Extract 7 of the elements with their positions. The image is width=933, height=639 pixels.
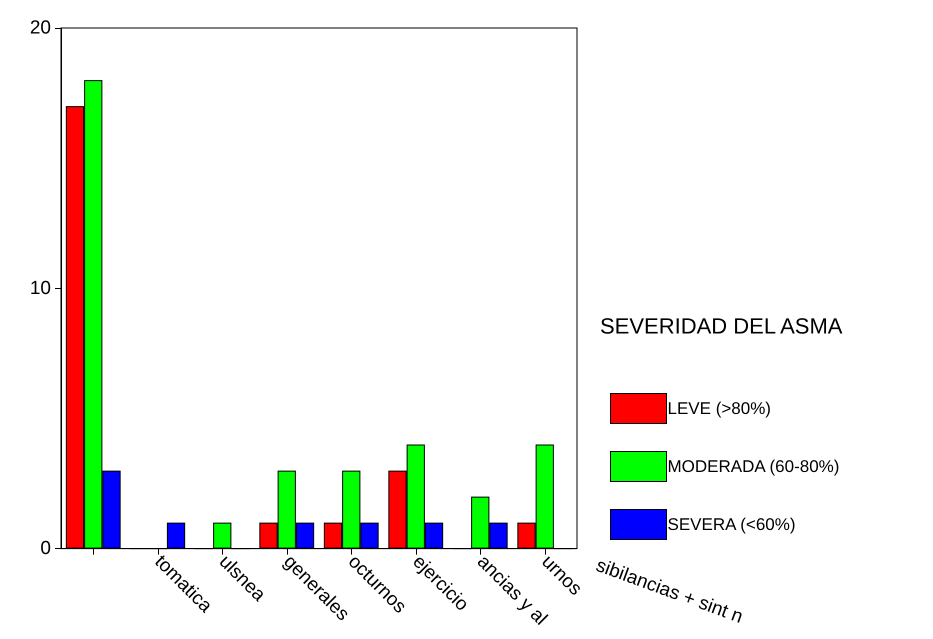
legend-title: SEVERIDAD DEL ASMA [600,314,843,338]
y-tick-label: 10 [30,278,51,299]
legend-label: MODERADA (60-80%) [668,457,840,476]
legend-label: LEVE (>80%) [668,399,771,418]
y-tick-label: 0 [40,538,51,560]
y-tick-label: 20 [30,18,51,38]
legend-label: SEVERA (<60%) [668,515,796,534]
